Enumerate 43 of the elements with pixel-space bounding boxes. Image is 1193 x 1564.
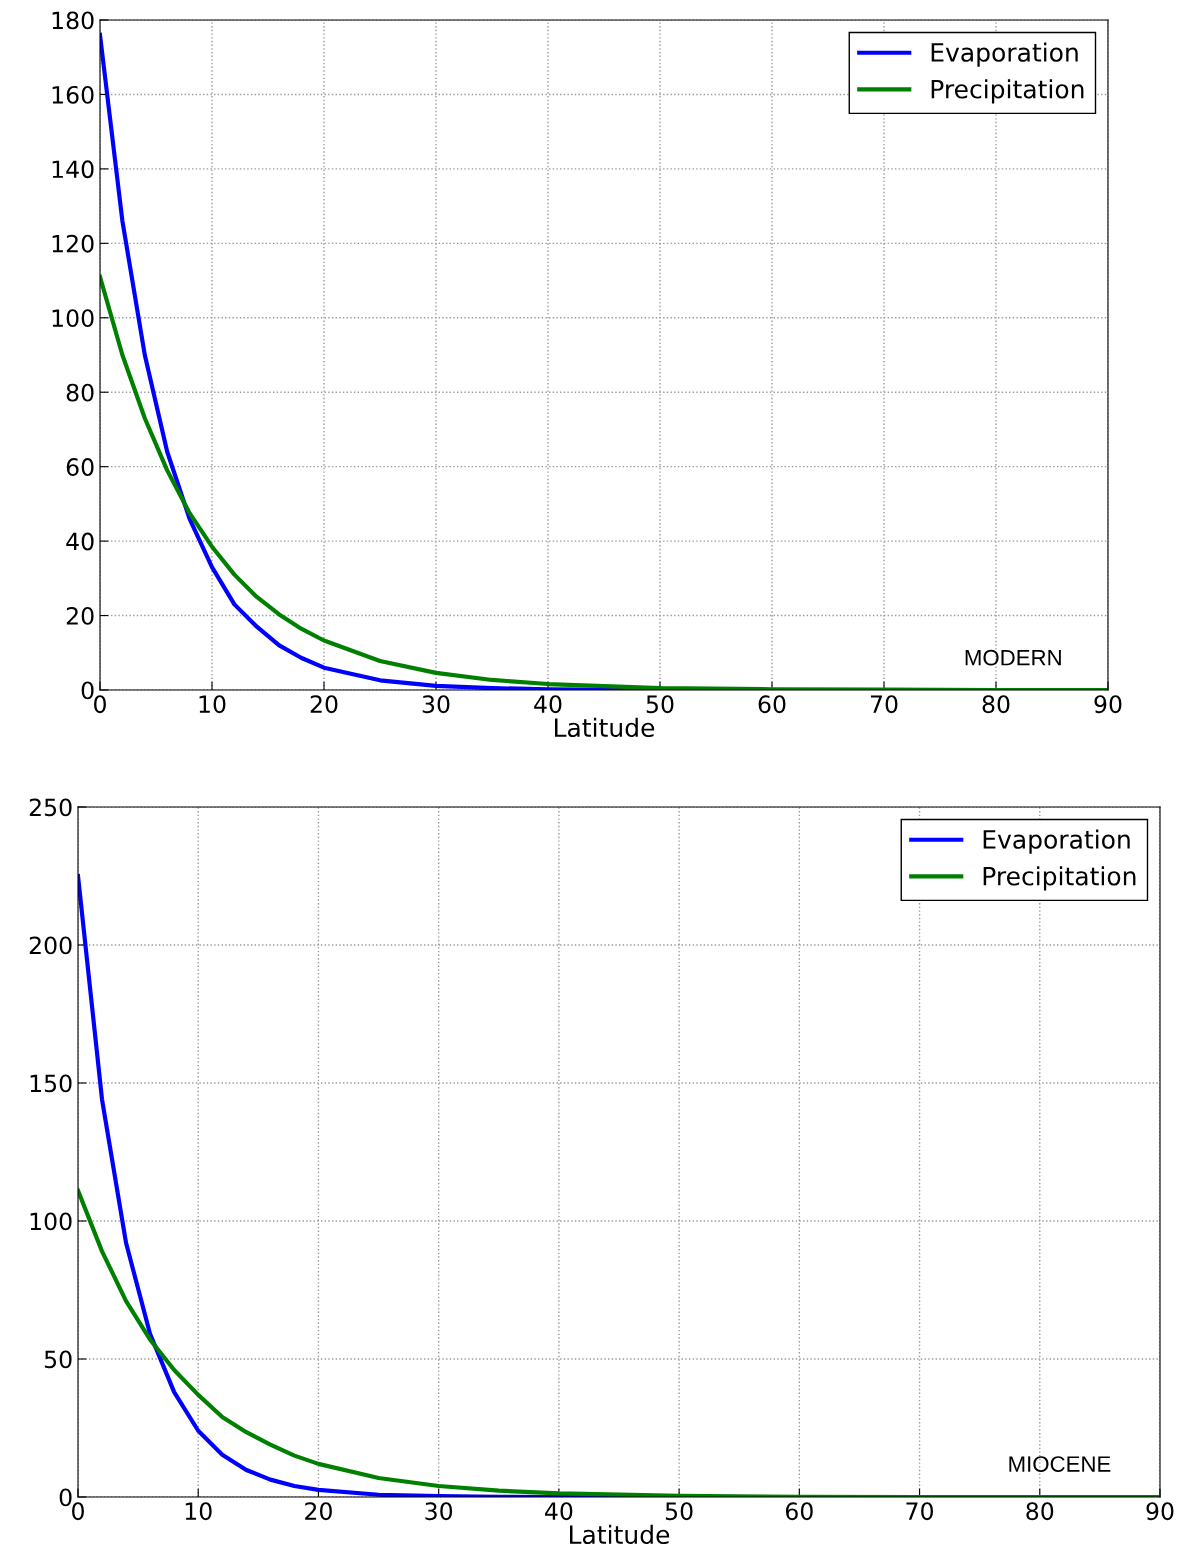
annotation: MODERN [965, 649, 1061, 666]
y-tick-label: 50 [44, 1350, 72, 1369]
x-tick-label: 40 [534, 695, 562, 714]
x-tick-label: 30 [422, 695, 450, 714]
y-tick-label: 200 [29, 936, 72, 955]
x-tick-label: 90 [1094, 695, 1122, 714]
y-tick-label: 180 [52, 11, 94, 30]
y-tick-label: 150 [30, 1074, 72, 1093]
y-tick-label: 120 [52, 234, 94, 253]
x-tick-label: 70 [870, 695, 898, 714]
x-tick-label: 50 [646, 695, 674, 714]
x-tick-label: 40 [545, 1502, 573, 1521]
x-tick-label: 0 [94, 695, 106, 714]
y-tick-label: 100 [52, 309, 94, 328]
x-axis-title: Latitude [570, 1524, 670, 1545]
annotation: MIOCENE [1009, 1456, 1111, 1472]
x-tick-label: 80 [1026, 1502, 1054, 1521]
y-tick-label: 0 [81, 681, 94, 700]
x-tick-label: 80 [982, 695, 1010, 714]
y-tick-label: 0 [59, 1488, 72, 1507]
x-tick-label: 30 [425, 1502, 453, 1521]
legend-label: Precipitation [983, 866, 1136, 891]
y-tick-label: 60 [66, 458, 94, 476]
x-tick-label: 70 [906, 1502, 934, 1521]
legend-label: Evaporation [983, 829, 1130, 854]
x-tick-label: 90 [1146, 1502, 1174, 1521]
y-tick-label: 140 [52, 160, 94, 179]
x-tick-label: 10 [199, 695, 226, 714]
y-tick-label: 40 [66, 532, 94, 551]
y-tick-label: 80 [66, 383, 94, 402]
x-tick-label: 10 [185, 1502, 212, 1521]
y-tick-label: 100 [30, 1212, 72, 1231]
x-tick-label: 20 [310, 695, 338, 714]
x-tick-label: 60 [758, 695, 786, 714]
legend-label: Evaporation [931, 42, 1078, 67]
x-tick-label: 60 [785, 1502, 813, 1521]
y-tick-label: 250 [29, 798, 72, 817]
legend-label: Precipitation [931, 79, 1084, 104]
x-axis-title: Latitude [555, 717, 655, 738]
x-tick-label: 50 [665, 1502, 693, 1521]
y-tick-label: 160 [52, 85, 94, 104]
x-tick-label: 20 [305, 1502, 332, 1521]
y-tick-label: 20 [66, 607, 94, 625]
